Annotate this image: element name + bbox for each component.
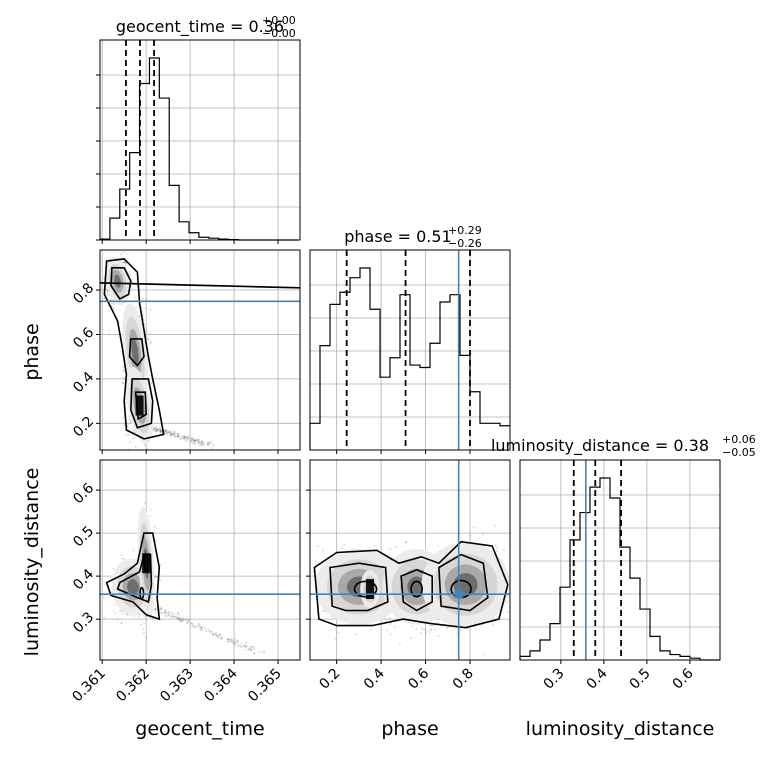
density-peak (135, 395, 144, 416)
title-luminosity-distance: luminosity_distance = 0.38 (491, 436, 709, 456)
contour-line (313, 540, 509, 629)
y-tick-label: 0.3 (70, 609, 97, 636)
panel-2d-phase-vs-geocent-time: 0.2 0.4 0.6 0.8 (70, 249, 301, 454)
title-geocent-time: geocent_time = 0.36 (116, 17, 284, 37)
title-geocent-time-minus: −0.00 (262, 27, 296, 40)
contour-line (103, 258, 165, 440)
y-tick-label: 0.8 (70, 280, 97, 307)
panel-hist-luminosity-distance: 0.3 0.4 0.5 0.6 (519, 459, 721, 693)
histogram-step (519, 477, 720, 661)
truth-marker (454, 590, 463, 599)
x-tick-label: 0.5 (627, 666, 654, 693)
x-tick-label: 0.4 (584, 665, 611, 692)
x-tick-label: 0.2 (316, 666, 343, 693)
contour-line (128, 338, 145, 367)
contour-line (353, 580, 378, 598)
density-peak (366, 579, 374, 600)
title-phase-minus: −0.26 (448, 237, 482, 250)
x-tick-label: 0.6 (405, 665, 432, 692)
density-level (131, 338, 139, 366)
density-peak (142, 553, 151, 574)
x-tick-label: 0.6 (670, 665, 697, 692)
density-level (127, 579, 139, 595)
y-tick-label: 0.6 (70, 324, 97, 351)
ylabel-phase: phase (21, 323, 43, 380)
contour-line (100, 282, 300, 289)
density-layer (310, 524, 510, 656)
ylabel-luminosity-distance: luminosity_distance (21, 468, 43, 657)
density-layer (103, 502, 266, 655)
x-tick-label: 0.4 (361, 665, 388, 692)
contour-line (134, 391, 148, 421)
contour-line (139, 586, 145, 600)
x-tick-label: 0.8 (450, 666, 477, 693)
density-level (114, 274, 121, 288)
contour-line (400, 568, 433, 612)
histogram-step (309, 267, 510, 450)
axes-frame (99, 459, 301, 661)
contour-line (129, 378, 154, 429)
x-tick-label: 0.365 (245, 666, 285, 706)
x-tick-label: 0.364 (201, 665, 241, 705)
contour-line (329, 562, 389, 612)
title-luminosity-distance-minus: −0.05 (722, 446, 756, 459)
panel-hist-phase (309, 249, 511, 454)
y-tick-label: 0.2 (70, 413, 97, 440)
contour-line (105, 532, 161, 621)
axes-frame (99, 249, 301, 451)
x-tick-label: 0.363 (157, 666, 197, 706)
contour-line (410, 580, 424, 598)
axes-frame (309, 249, 511, 451)
axes-frame (99, 39, 301, 241)
x-tick-label: 0.361 (69, 666, 109, 706)
histogram-step (99, 57, 298, 241)
axes-frame (519, 459, 721, 661)
title-phase: phase = 0.51 (344, 227, 451, 246)
xlabel-phase: phase (381, 718, 438, 740)
contour-line (143, 553, 149, 573)
panel-hist-geocent-time (96, 39, 301, 244)
y-tick-label: 0.4 (70, 566, 97, 593)
y-tick-label: 0.4 (70, 369, 97, 396)
contour-line (450, 579, 472, 599)
title-geocent-time-plus: +0.00 (262, 14, 296, 27)
xlabel-geocent-time: geocent_time (135, 718, 264, 740)
x-tick-label: 0.362 (113, 666, 153, 706)
y-tick-label: 0.5 (70, 523, 97, 550)
density-layer (100, 250, 300, 450)
panel-2d-luminosity-distance-vs-geocent-time: 0.361 0.362 0.363 0.364 0.365 0.3 0.4 0.5 0.6 (69, 459, 301, 706)
xlabel-luminosity-distance: luminosity_distance (526, 718, 715, 740)
panel-2d-luminosity-distance-vs-phase: 0.2 0.4 0.6 0.8 (306, 459, 511, 693)
contour-line (438, 553, 489, 612)
axes-frame (309, 459, 511, 661)
contour-line (110, 267, 132, 300)
x-tick-label: 0.3 (541, 666, 568, 693)
y-tick-label: 0.6 (70, 480, 97, 507)
title-phase-plus: +0.29 (448, 224, 482, 237)
title-luminosity-distance-plus: +0.06 (722, 433, 756, 446)
